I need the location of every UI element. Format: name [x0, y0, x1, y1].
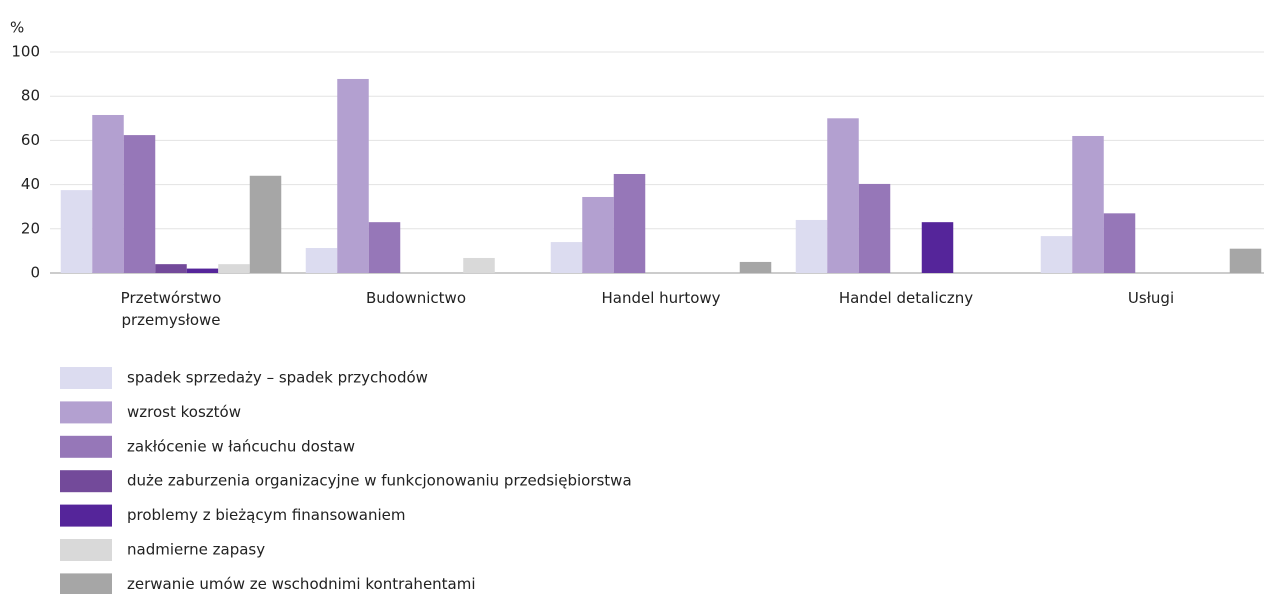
bar: [613, 173, 646, 273]
x-tick-label: Budownictwo: [365, 289, 466, 307]
bar: [582, 196, 614, 273]
y-tick-label: 20: [21, 219, 40, 237]
legend-label: zerwanie umów ze wschodnimi kontrahentam…: [127, 575, 476, 593]
y-tick-label: 60: [21, 131, 40, 149]
legend-label: duże zaburzenia organizacyjne w funkcjon…: [127, 472, 632, 490]
y-axis-label: %: [10, 19, 24, 37]
bar: [463, 257, 495, 273]
legend-swatch: [60, 573, 112, 594]
legend-label: problemy z bieżącym finansowaniem: [127, 506, 405, 524]
bar: [60, 190, 93, 273]
bar: [337, 78, 369, 273]
x-tick-label: Przetwórstwo przemysłowe: [120, 289, 222, 329]
legend-swatch: [60, 470, 112, 493]
bar: [827, 118, 859, 273]
bar: [368, 222, 401, 273]
bar: [1103, 213, 1136, 273]
bar: [155, 264, 187, 273]
bar: [305, 248, 338, 273]
bar: [1229, 248, 1262, 273]
bar: [858, 183, 891, 273]
legend-label: wzrost kosztów: [127, 403, 241, 421]
legend-swatch: [60, 504, 112, 527]
legend-swatch: [60, 435, 112, 458]
bar: [921, 222, 954, 273]
y-tick-label: 80: [21, 87, 40, 105]
legend-label: nadmierne zapasy: [127, 541, 265, 559]
x-tick-label: Handel detaliczny: [838, 289, 974, 307]
x-tick-label: Handel hurtowy: [601, 289, 721, 307]
legend-label: spadek sprzedaży – spadek przychodów: [127, 369, 428, 387]
bar: [795, 219, 828, 273]
bar: [218, 264, 250, 273]
bar: [249, 175, 282, 273]
bar: [92, 114, 124, 273]
bar: [186, 268, 219, 273]
legend-swatch: [60, 367, 112, 389]
x-tick-label: Usługi: [1127, 289, 1175, 307]
y-tick-label: 100: [11, 43, 40, 61]
bar: [123, 135, 156, 273]
bar: [1072, 135, 1104, 273]
y-tick-label: 0: [30, 264, 40, 282]
bar: [1040, 236, 1073, 273]
legend-swatch: [60, 539, 112, 561]
legend-swatch: [60, 401, 112, 424]
legend-label: zakłócenie w łańcuchu dostaw: [127, 437, 355, 455]
bar: [739, 261, 772, 273]
y-tick-label: 40: [21, 175, 40, 193]
bar: [550, 242, 583, 273]
